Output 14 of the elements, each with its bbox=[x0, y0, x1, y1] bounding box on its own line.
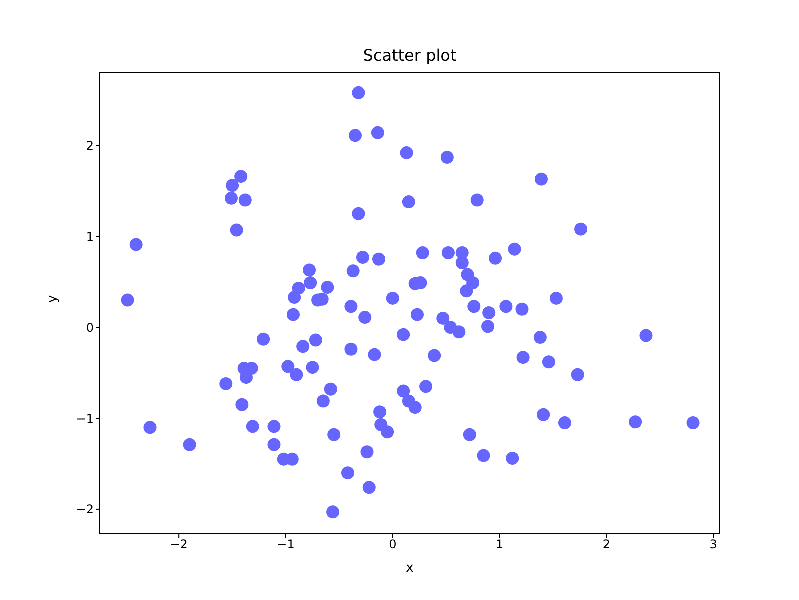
y-tick-label: 0 bbox=[86, 320, 94, 335]
y-tick-label: 2 bbox=[86, 138, 94, 153]
x-tick-label: −2 bbox=[170, 538, 188, 552]
y-tick-label: −1 bbox=[76, 412, 94, 426]
x-tick-label: 0 bbox=[389, 538, 397, 552]
x-tick-label: 3 bbox=[710, 538, 718, 552]
y-axis-title: y bbox=[46, 295, 61, 303]
x-tick-label: 1 bbox=[496, 538, 504, 552]
chart-title: Scatter plot bbox=[362, 46, 458, 65]
x-tick-label: 2 bbox=[602, 538, 611, 552]
y-tick-label: −2 bbox=[76, 502, 94, 517]
x-axis-title: x bbox=[406, 561, 414, 576]
x-tick-label: −1 bbox=[277, 538, 295, 552]
y-tick-label: 1 bbox=[86, 230, 94, 244]
